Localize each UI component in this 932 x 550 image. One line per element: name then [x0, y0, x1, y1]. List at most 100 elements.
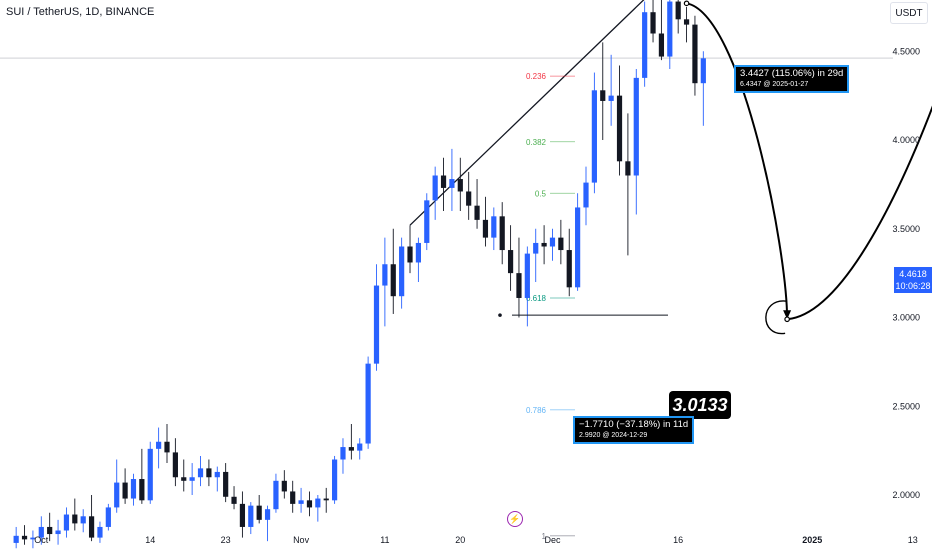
- candle-body: [466, 191, 472, 206]
- candle-body: [524, 253, 530, 298]
- candle-body: [206, 468, 212, 478]
- candle-body: [189, 477, 195, 481]
- projection-up-change: 3.4427 (115.06%) in 29d: [740, 68, 844, 79]
- x-tick-label: 16: [673, 535, 683, 545]
- candle-body: [139, 479, 145, 501]
- x-tick-label: Oct: [34, 535, 49, 545]
- candle-body: [256, 505, 262, 520]
- projection-down-arc: [686, 2, 789, 320]
- x-tick-label: Nov: [293, 535, 310, 545]
- candle-body: [357, 443, 363, 451]
- projection-label-up[interactable]: 3.4427 (115.06%) in 29d 6.4347 @ 2025-01…: [734, 65, 850, 93]
- candle-body: [407, 246, 413, 263]
- projection-mid-point: [784, 316, 790, 323]
- fib-level-label: 0.5: [535, 189, 547, 198]
- y-axis[interactable]: 2.00002.50003.00003.50004.00004.50005.00…: [892, 0, 920, 500]
- candle-body: [658, 33, 665, 57]
- candle-body: [692, 24, 698, 84]
- fib-level-label: 0.786: [526, 406, 547, 415]
- candle-body: [248, 505, 254, 527]
- projection-loop: [765, 300, 788, 334]
- x-tick-label: 23: [221, 535, 231, 545]
- candle-body: [315, 498, 321, 508]
- candle-body: [306, 500, 313, 508]
- candle-body: [390, 264, 396, 297]
- candle-body: [399, 246, 405, 297]
- last-price-label: 4.4618 10:06:28: [894, 267, 932, 293]
- lightning-icon[interactable]: ⚡: [507, 511, 523, 527]
- bar-countdown: 10:06:28: [895, 281, 931, 291]
- trendline-group: [409, 0, 645, 226]
- candle-body: [499, 216, 505, 251]
- candle-body: [264, 509, 271, 520]
- candle-body: [675, 1, 681, 20]
- target-level-dot: [498, 313, 502, 317]
- x-tick-label: 2025: [802, 535, 822, 545]
- x-tick-label: 11: [380, 535, 389, 545]
- candle-body: [616, 95, 623, 162]
- candles: [13, 0, 706, 549]
- candle-body: [449, 179, 455, 188]
- candle-body: [667, 1, 673, 57]
- candle-body: [181, 477, 187, 481]
- candle-body: [97, 526, 103, 538]
- currency-selector[interactable]: USDT: [890, 2, 928, 24]
- candle-body: [600, 90, 606, 101]
- fib-level-label: 0.618: [526, 294, 547, 303]
- candle-body: [482, 219, 489, 238]
- x-axis[interactable]: Oct1423Nov1120Dec1620251322Feb1019: [34, 535, 932, 545]
- candle-body: [323, 498, 329, 501]
- candle-body: [172, 452, 178, 478]
- candle-body: [432, 175, 438, 201]
- x-tick-label: 20: [455, 535, 465, 545]
- candle-body: [373, 285, 380, 364]
- projection-label-down[interactable]: −1.7710 (−37.18%) in 11d 2.9920 @ 2024-1…: [573, 416, 695, 444]
- candle-body: [13, 535, 19, 543]
- trendline: [409, 0, 645, 226]
- candle-body: [507, 250, 514, 274]
- candle-body: [533, 242, 539, 254]
- x-tick-label: 13: [908, 535, 918, 545]
- fib-level-label: 1: [542, 532, 547, 541]
- candle-body: [558, 237, 564, 251]
- chart-title: SUI / TetherUS, 1D, BINANCE: [6, 6, 155, 18]
- y-tick-label: 3.0000: [892, 313, 920, 323]
- candle-body: [424, 200, 430, 243]
- candle-body: [63, 514, 70, 531]
- candle-body: [516, 273, 522, 298]
- candle-body: [156, 441, 162, 449]
- candle-body: [223, 471, 229, 497]
- candle-body: [491, 216, 497, 238]
- candle-body: [566, 250, 572, 288]
- candle-body: [474, 205, 480, 220]
- candle-body: [650, 12, 656, 34]
- candle-body: [80, 516, 86, 524]
- candle-body: [197, 468, 204, 478]
- candle-body: [633, 77, 639, 176]
- candle-body: [625, 161, 631, 176]
- candle-body: [147, 448, 153, 501]
- candle-body: [298, 500, 304, 504]
- projection-down-change: −1.7710 (−37.18%) in 11d: [579, 419, 689, 430]
- candle-body: [30, 537, 36, 540]
- candle-body: [348, 447, 354, 451]
- candle-body: [88, 516, 95, 538]
- candle-body: [415, 242, 421, 263]
- candle-body: [700, 58, 706, 84]
- candle-body: [591, 90, 597, 183]
- candle-body: [541, 242, 547, 247]
- candle-body: [72, 514, 78, 524]
- target-price-label: 3.0133: [669, 391, 731, 419]
- candle-body: [683, 19, 690, 25]
- candle-body: [290, 491, 296, 504]
- projection-down-arrowhead: [783, 310, 792, 320]
- candle-body: [440, 175, 447, 188]
- fib-level-label: 0.382: [526, 138, 547, 147]
- candle-body: [114, 482, 120, 508]
- projection-path: [498, 0, 932, 334]
- projection-up-target: 6.4347 @ 2025-01-27: [740, 81, 809, 88]
- candle-body: [642, 12, 648, 78]
- candle-body: [281, 480, 287, 492]
